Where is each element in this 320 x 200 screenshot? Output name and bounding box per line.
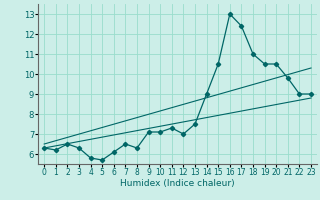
X-axis label: Humidex (Indice chaleur): Humidex (Indice chaleur) xyxy=(120,179,235,188)
